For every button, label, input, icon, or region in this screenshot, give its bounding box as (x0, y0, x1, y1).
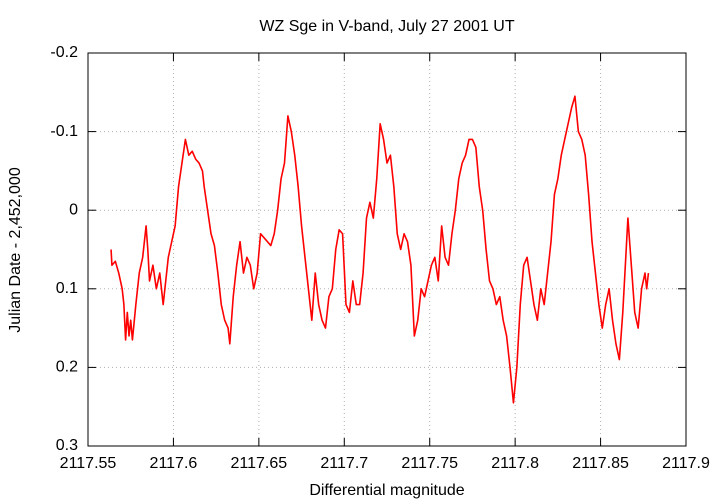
x-tick-label: 2117.65 (231, 455, 288, 472)
x-tick-label: 2117.8 (491, 455, 539, 472)
chart-title: WZ Sge in V-band, July 27 2001 UT (259, 18, 514, 35)
y-tick-label: -0.1 (50, 123, 78, 140)
x-tick-label: 2117.9 (662, 455, 710, 472)
x-tick-label: 2117.6 (150, 455, 198, 472)
x-tick-label: 2117.85 (572, 455, 629, 472)
x-axis-label: Differential magnitude (309, 482, 464, 499)
y-tick-label: 0.3 (56, 437, 78, 454)
plot-border (87, 52, 687, 447)
y-tick-label: 0 (69, 201, 78, 218)
y-axis-label: Julian Date - 2,452,000 (7, 167, 24, 333)
x-tick-label: 2117.55 (60, 455, 117, 472)
x-tick-label: 2117.75 (401, 455, 458, 472)
y-tick-label: 0.1 (56, 280, 78, 297)
data-line (110, 95, 650, 404)
y-tick-label: -0.2 (50, 44, 78, 61)
y-tick-label: 0.2 (56, 359, 78, 376)
x-tick-label: 2117.7 (320, 455, 368, 472)
